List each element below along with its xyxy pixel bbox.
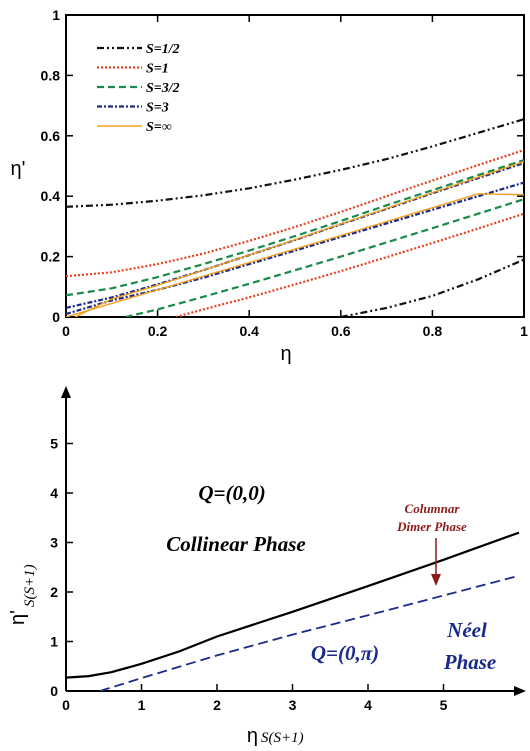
bottom-ylabel-sub: S(S+1) bbox=[22, 564, 38, 607]
bottom-xlabel-main: η bbox=[247, 725, 258, 747]
bottom-ytick-label: 4 bbox=[50, 485, 58, 501]
bottom-ytick-label: 2 bbox=[50, 584, 58, 600]
legend-label: S=1 bbox=[146, 62, 169, 77]
bottom-xtick-label: 4 bbox=[364, 697, 372, 713]
x-arrow-icon bbox=[514, 686, 526, 696]
bottom-xlabel-sub: S(S+1) bbox=[261, 730, 304, 746]
collinear-boundary-line bbox=[65, 531, 520, 679]
annotation-q00: Q=(0,0) bbox=[198, 481, 265, 505]
bottom-xtick-label: 0 bbox=[62, 697, 70, 713]
y-arrow-icon bbox=[61, 386, 71, 398]
series-line-lower bbox=[175, 212, 524, 317]
top-ytick-label: 0 bbox=[52, 309, 60, 325]
bottom-xlabel: η S(S+1) bbox=[247, 725, 304, 747]
series-line-lower bbox=[66, 193, 524, 317]
top-legend: S=1/2 S=1 S=3/2 S=3 S=∞ bbox=[97, 42, 180, 135]
columnar-arrow-icon bbox=[431, 574, 441, 586]
annotation-columnar: Columnar bbox=[405, 501, 461, 516]
series-line-lower bbox=[340, 258, 524, 317]
top-xtick-label: 0.8 bbox=[423, 323, 443, 339]
bottom-ytick-label: 3 bbox=[50, 535, 58, 551]
top-ytick-label: 1 bbox=[52, 7, 60, 23]
annotation-q0pi: Q=(0,π) bbox=[311, 641, 379, 665]
bottom-xtick-label: 5 bbox=[440, 697, 448, 713]
series-line-lower bbox=[66, 181, 524, 316]
top-xtick-label: 0.4 bbox=[239, 323, 259, 339]
top-ylabel: η' bbox=[11, 158, 26, 180]
series-line-upper bbox=[66, 118, 524, 208]
bottom-ylabel: η' S(S+1) bbox=[7, 564, 38, 625]
top-ticks: 0 0.2 0.4 0.6 0.8 1 0 0.2 0.4 0.6 0.8 1 bbox=[41, 7, 529, 339]
bottom-ytick-label: 0 bbox=[50, 683, 58, 699]
legend-label: S=3 bbox=[146, 101, 169, 116]
top-chart: 0 0.2 0.4 0.6 0.8 100.20.40.60.81 η η' S=1/2S… bbox=[11, 7, 529, 365]
bottom-xtick-label: 1 bbox=[138, 697, 146, 713]
series-line-lower bbox=[125, 198, 524, 317]
annotation-neel-phase: Phase bbox=[443, 650, 497, 674]
annotation-collinear-phase: Collinear Phase bbox=[166, 532, 305, 556]
top-ytick-label: 0.2 bbox=[41, 249, 61, 265]
legend-label: S=3/2 bbox=[146, 81, 180, 96]
top-ytick-label: 0.6 bbox=[41, 128, 61, 144]
bottom-xtick-label: 3 bbox=[289, 697, 297, 713]
series-line-upper bbox=[66, 158, 524, 297]
annotation-dimer-phase: Dimer Phase bbox=[396, 519, 467, 534]
bottom-xtick-label: 2 bbox=[213, 697, 221, 713]
bottom-ylabel-main: η' bbox=[7, 610, 29, 625]
top-xtick-label: 0.6 bbox=[331, 323, 351, 339]
top-plot-frame bbox=[65, 14, 525, 318]
top-xtick-label: 0.2 bbox=[148, 323, 168, 339]
bottom-series bbox=[65, 531, 520, 692]
top-ytick-label: 0.4 bbox=[41, 188, 61, 204]
top-ytick-label: 0.8 bbox=[41, 67, 61, 83]
legend-label: S=1/2 bbox=[146, 42, 180, 57]
series-line-upper bbox=[66, 148, 524, 278]
top-series bbox=[66, 118, 524, 317]
bottom-ticks: 0 1 2 3 4 5 0 1 2 3 4 5 bbox=[50, 436, 447, 714]
legend-label: S=∞ bbox=[146, 120, 172, 135]
top-xtick-label: 0 bbox=[62, 323, 70, 339]
top-xlabel: η bbox=[280, 343, 291, 365]
top-xtick-label: 1 bbox=[520, 323, 528, 339]
bottom-ytick-label: 5 bbox=[50, 436, 58, 452]
annotation-neel: Néel bbox=[446, 618, 487, 642]
series-line-upper bbox=[74, 160, 524, 317]
bottom-ytick-label: 1 bbox=[50, 634, 58, 650]
neel-boundary-line bbox=[99, 574, 520, 692]
